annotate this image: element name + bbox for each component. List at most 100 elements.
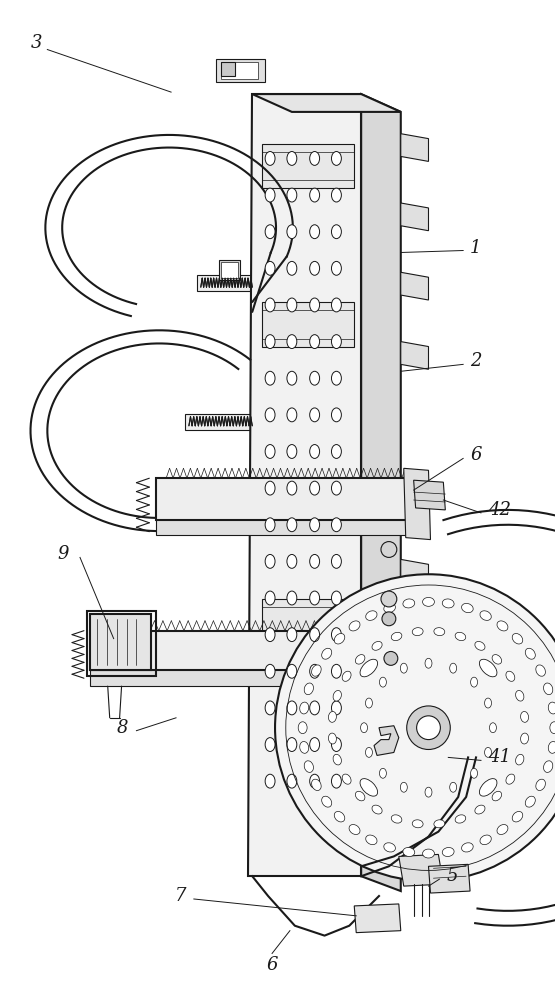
Ellipse shape (329, 711, 336, 722)
Ellipse shape (331, 408, 341, 422)
Ellipse shape (287, 591, 297, 605)
Polygon shape (399, 854, 444, 886)
Ellipse shape (265, 261, 275, 275)
Ellipse shape (475, 641, 485, 650)
Polygon shape (401, 837, 429, 864)
Polygon shape (262, 302, 354, 347)
Ellipse shape (365, 835, 377, 845)
Ellipse shape (442, 599, 454, 608)
Ellipse shape (331, 261, 341, 275)
Ellipse shape (331, 554, 341, 568)
Ellipse shape (310, 225, 320, 239)
Ellipse shape (384, 603, 396, 613)
Ellipse shape (401, 782, 407, 792)
Polygon shape (401, 134, 429, 161)
Ellipse shape (310, 701, 320, 715)
Ellipse shape (331, 701, 341, 715)
Ellipse shape (331, 518, 341, 532)
Text: 3: 3 (31, 34, 42, 52)
Ellipse shape (442, 847, 454, 856)
Ellipse shape (331, 225, 341, 239)
Polygon shape (185, 414, 255, 430)
Polygon shape (401, 559, 429, 587)
Ellipse shape (287, 701, 297, 715)
Ellipse shape (287, 408, 297, 422)
Ellipse shape (525, 648, 535, 659)
Text: 6: 6 (266, 956, 278, 974)
Ellipse shape (412, 820, 423, 828)
Ellipse shape (310, 591, 320, 605)
Circle shape (381, 542, 397, 557)
Ellipse shape (479, 659, 497, 677)
Ellipse shape (497, 621, 508, 631)
Ellipse shape (549, 741, 557, 753)
Ellipse shape (310, 298, 320, 312)
Ellipse shape (265, 628, 275, 642)
Ellipse shape (484, 698, 492, 708)
Ellipse shape (265, 152, 275, 165)
Ellipse shape (536, 665, 545, 676)
Ellipse shape (287, 261, 297, 275)
Text: 41: 41 (488, 748, 511, 766)
Ellipse shape (310, 335, 320, 349)
Ellipse shape (287, 628, 297, 642)
Ellipse shape (310, 664, 320, 678)
Ellipse shape (265, 371, 275, 385)
Ellipse shape (287, 152, 297, 165)
Ellipse shape (401, 663, 407, 673)
Ellipse shape (536, 779, 545, 791)
Ellipse shape (310, 408, 320, 422)
Ellipse shape (300, 702, 309, 714)
Ellipse shape (334, 811, 345, 822)
Polygon shape (401, 342, 429, 369)
Ellipse shape (265, 554, 275, 568)
Ellipse shape (516, 754, 524, 765)
Ellipse shape (333, 690, 341, 701)
Ellipse shape (265, 408, 275, 422)
Polygon shape (215, 59, 265, 82)
Ellipse shape (321, 648, 331, 659)
Ellipse shape (342, 671, 351, 681)
Ellipse shape (287, 664, 297, 678)
Circle shape (417, 716, 440, 740)
Ellipse shape (321, 796, 331, 807)
Ellipse shape (512, 633, 523, 644)
Ellipse shape (391, 815, 402, 823)
Ellipse shape (265, 188, 275, 202)
Ellipse shape (265, 774, 275, 788)
Ellipse shape (304, 761, 314, 772)
Ellipse shape (265, 664, 275, 678)
Polygon shape (248, 94, 361, 876)
Ellipse shape (543, 761, 553, 772)
Ellipse shape (265, 591, 275, 605)
Ellipse shape (265, 481, 275, 495)
Ellipse shape (412, 628, 423, 636)
Ellipse shape (355, 791, 365, 801)
Polygon shape (361, 94, 401, 891)
Ellipse shape (384, 843, 396, 852)
Ellipse shape (310, 738, 320, 751)
Ellipse shape (331, 664, 341, 678)
Ellipse shape (372, 641, 382, 650)
Circle shape (275, 574, 558, 881)
Ellipse shape (349, 621, 360, 631)
Ellipse shape (484, 747, 492, 757)
Ellipse shape (310, 371, 320, 385)
Ellipse shape (310, 445, 320, 458)
Ellipse shape (489, 723, 497, 733)
Polygon shape (219, 260, 240, 280)
Circle shape (381, 591, 397, 607)
Polygon shape (404, 468, 430, 540)
Ellipse shape (287, 554, 297, 568)
Ellipse shape (265, 298, 275, 312)
Polygon shape (90, 670, 369, 686)
Ellipse shape (265, 738, 275, 751)
Ellipse shape (287, 445, 297, 458)
Ellipse shape (516, 690, 524, 701)
Ellipse shape (434, 628, 445, 636)
Ellipse shape (311, 665, 321, 676)
Ellipse shape (543, 683, 553, 695)
Ellipse shape (310, 628, 320, 642)
Ellipse shape (310, 518, 320, 532)
Ellipse shape (470, 677, 478, 687)
